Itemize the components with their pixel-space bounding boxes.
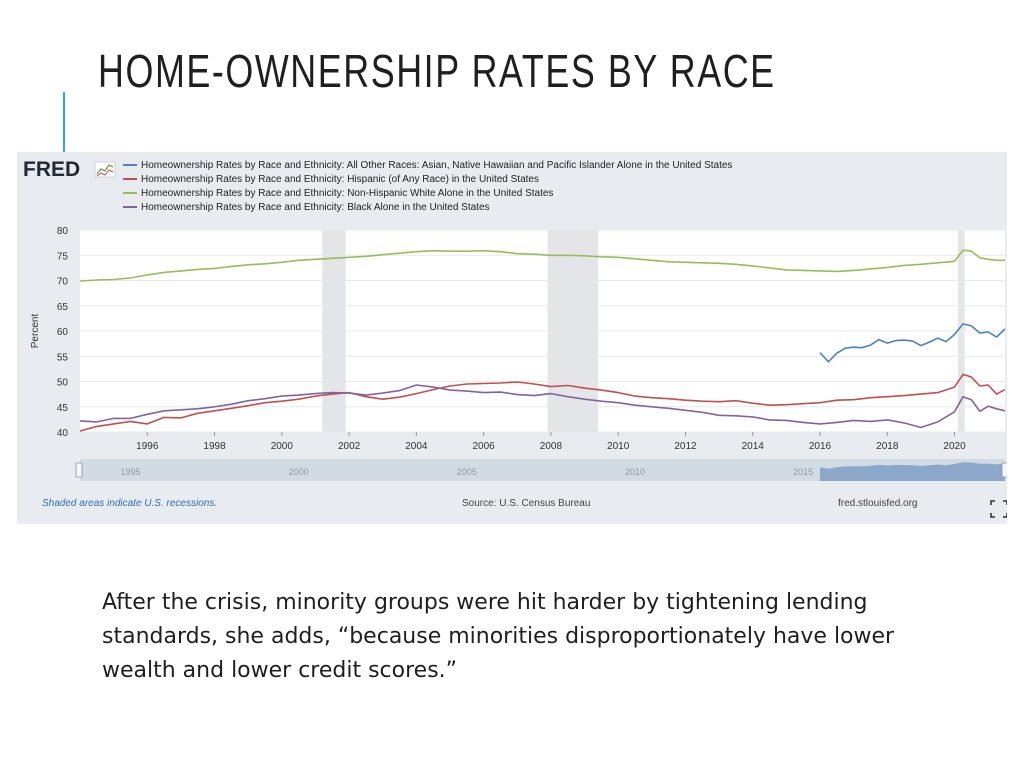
y-tick-label: 55 <box>57 352 69 363</box>
y-tick-label: 70 <box>57 277 69 288</box>
y-axis-ticks: 40 45 50 55 60 65 70 75 80 <box>57 226 69 439</box>
x-tick-label: 1996 <box>136 441 159 452</box>
x-tick-label: 2010 <box>607 441 630 452</box>
recession-note: Shaded areas indicate U.S. recessions. <box>42 498 217 509</box>
legend-entry[interactable]: Homeownership Rates by Race and Ethnicit… <box>141 188 553 199</box>
x-tick-label: 2014 <box>742 441 765 452</box>
x-tick-label: 2016 <box>809 441 832 452</box>
series-line[interactable] <box>79 249 1005 282</box>
range-navigator[interactable]: 1995 2000 2005 2010 2015 <box>75 459 1007 481</box>
y-tick-label: 60 <box>57 327 69 338</box>
x-tick-label: 2000 <box>271 441 294 452</box>
y-tick-label: 75 <box>57 251 69 262</box>
series-line[interactable] <box>819 323 1006 363</box>
slide-body-text: After the crisis, minority groups were h… <box>102 590 895 683</box>
navigator-label: 2015 <box>793 467 813 477</box>
navigator-label: 2010 <box>625 467 645 477</box>
legend-entry[interactable]: Homeownership Rates by Race and Ethnicit… <box>141 202 490 213</box>
x-tick-label: 2008 <box>540 441 563 452</box>
chart-legend: Homeownership Rates by Race and Ethnicit… <box>123 160 732 213</box>
source-note: Source: U.S. Census Bureau <box>462 498 590 509</box>
title-accent-bar <box>63 92 65 152</box>
x-tick-label: 1998 <box>203 441 226 452</box>
navigator-year-labels: 1995 2000 2005 2010 2015 <box>120 467 813 477</box>
legend-entry[interactable]: Homeownership Rates by Race and Ethnicit… <box>141 160 732 171</box>
x-tick-label: 2018 <box>876 441 899 452</box>
fred-logo[interactable]: FRED <box>23 158 80 181</box>
y-tick-label: 80 <box>57 226 69 237</box>
y-tick-label: 50 <box>57 378 69 389</box>
y-tick-label: 45 <box>57 403 69 414</box>
fred-site-link[interactable]: fred.stlouisfed.org <box>838 498 918 509</box>
x-tick-label: 2006 <box>473 441 496 452</box>
x-axis-ticks: 1996 1998 2000 2002 2004 2006 2008 2010 2012 2014… <box>136 432 966 452</box>
x-tick-label: 2004 <box>405 441 428 452</box>
x-tick-label: 2020 <box>943 441 966 452</box>
series-lines <box>79 249 1006 432</box>
slide-title: HOME-OWNERSHIP RATES BY RACE <box>98 45 776 97</box>
navigator-label: 1995 <box>120 467 140 477</box>
navigator-window[interactable] <box>80 459 1005 481</box>
navigator-right-handle[interactable] <box>1001 462 1007 478</box>
navigator-label: 2005 <box>457 467 477 477</box>
fullscreen-icon[interactable] <box>990 500 1007 518</box>
y-tick-label: 40 <box>57 428 69 439</box>
legend-entry[interactable]: Homeownership Rates by Race and Ethnicit… <box>141 174 539 185</box>
series-line[interactable] <box>79 373 1006 432</box>
x-tick-label: 2002 <box>338 441 361 452</box>
gridlines <box>80 229 1005 433</box>
chart-sparkline-icon <box>94 161 116 178</box>
x-tick-label: 2012 <box>674 441 697 452</box>
fred-line-chart: FRED Homeownership Rates by Race and Eth… <box>23 158 1007 518</box>
navigator-label: 2000 <box>289 467 309 477</box>
navigator-area <box>820 462 1005 481</box>
navigator-left-handle[interactable] <box>75 462 83 478</box>
fred-chart-panel: FRED Homeownership Rates by Race and Eth… <box>17 152 1007 524</box>
y-axis-label: Percent <box>30 314 41 349</box>
series-line[interactable] <box>79 384 1006 429</box>
y-tick-label: 65 <box>57 302 69 313</box>
